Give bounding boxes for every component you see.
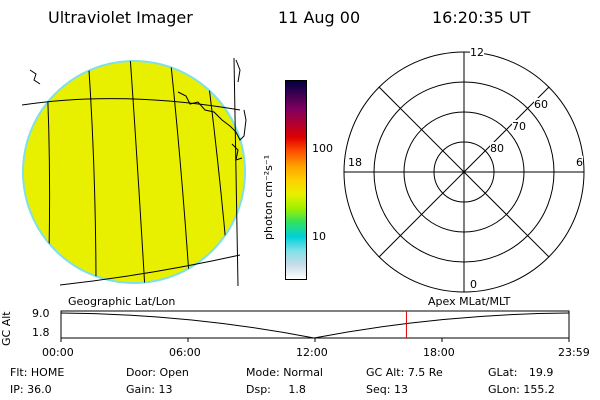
lat-label-80: 80: [490, 142, 504, 155]
tick-label-1200: 12:00: [296, 346, 328, 359]
dsp-field: Dsp: 1.8: [246, 383, 306, 396]
flt-value: HOME: [30, 366, 65, 379]
seq-label: Seq:: [366, 383, 391, 396]
flt-field: Flt: HOME: [10, 366, 64, 379]
dsp-label: Dsp:: [246, 383, 271, 396]
glon-value: 155.2: [523, 383, 555, 396]
lat-label-60: 60: [534, 98, 548, 111]
mode-value: Normal: [283, 366, 323, 379]
gain-value: 13: [158, 383, 173, 396]
seq-value: 13: [393, 383, 408, 396]
mlt-label-0: 0: [470, 278, 477, 291]
gain-field: Gain: 13: [126, 383, 173, 396]
mlt-label-12: 12: [470, 46, 484, 59]
apex-label: Apex MLat/MLT: [428, 295, 511, 308]
polar-diagonal-2: [378, 86, 550, 258]
tick-label-1800: 18:00: [423, 346, 455, 359]
tick-label-2359: 23:59: [558, 346, 590, 359]
glon-label: GLon:: [488, 383, 520, 396]
timeline-y-bottom: 1.8: [32, 326, 50, 339]
lat-label-70: 70: [512, 120, 526, 133]
timeline-y-top: 9.0: [32, 307, 50, 320]
seq-field: Seq: 13: [366, 383, 408, 396]
mode-field: Mode: Normal: [246, 366, 323, 379]
gcalt-field: GC Alt: 7.5 Re: [366, 366, 443, 379]
timeline-ticks: [60, 338, 570, 342]
latitude-grid: [21, 98, 241, 286]
timeline-frame: [60, 310, 570, 339]
tick-label-0000: 00:00: [42, 346, 74, 359]
altitude-curve: [60, 312, 570, 339]
gain-label: Gain:: [126, 383, 155, 396]
colorbar: [285, 80, 307, 280]
mode-label: Mode:: [246, 366, 280, 379]
door-label: Door:: [126, 366, 156, 379]
instrument-title: Ultraviolet Imager: [48, 8, 193, 27]
dsp-value: 1.8: [288, 383, 306, 396]
ip-value: 36.0: [27, 383, 52, 396]
earth-disk: [22, 60, 246, 284]
colorbar-tick-100: 100: [312, 142, 333, 155]
terminator-line: [233, 57, 239, 287]
ip-field: IP: 36.0: [10, 383, 52, 396]
door-field: Door: Open: [126, 366, 189, 379]
time-label: 16:20:35 UT: [432, 8, 531, 27]
door-value: Open: [159, 366, 189, 379]
glat-label: GLat:: [488, 366, 518, 379]
gcalt-label: GC Alt:: [366, 366, 405, 379]
mlt-label-18: 18: [348, 156, 362, 169]
ip-label: IP:: [10, 383, 24, 396]
mlt-label-6: 6: [576, 156, 583, 169]
coastlines: [29, 59, 247, 161]
glat-value: 19.9: [528, 366, 554, 379]
glat-field: GLat: 19.9: [488, 366, 553, 379]
gcalt-value: 7.5 Re: [407, 366, 443, 379]
colorbar-tick-10: 10: [312, 230, 326, 243]
glon-field: GLon: 155.2: [488, 383, 555, 396]
tick-label-0600: 06:00: [169, 346, 201, 359]
flt-label: Flt:: [10, 366, 28, 379]
date-label: 11 Aug 00: [278, 8, 361, 27]
geographic-label: Geographic Lat/Lon: [68, 295, 176, 308]
